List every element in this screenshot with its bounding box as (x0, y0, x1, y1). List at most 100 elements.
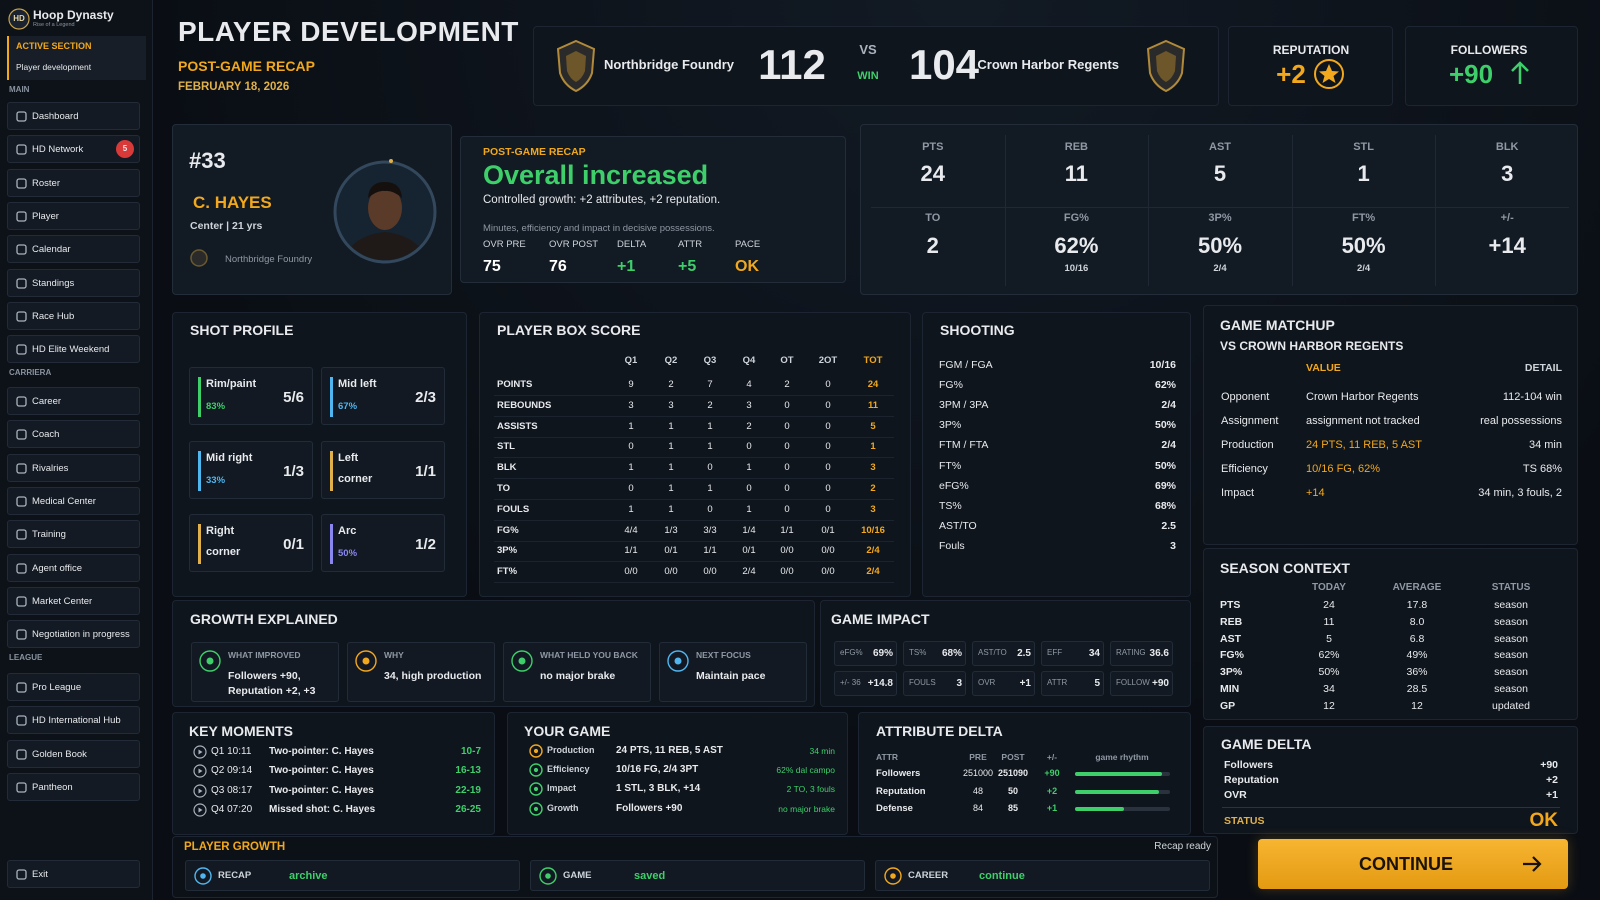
nav-item[interactable]: HD International Hub (7, 706, 140, 735)
growth-card: WHAT IMPROVED Followers +90, Reputation +… (191, 642, 339, 702)
icon-part (16, 869, 27, 880)
nav-icon (16, 344, 27, 355)
nav-item[interactable]: Calendar (7, 235, 140, 264)
rhythm-bar (1075, 807, 1125, 812)
attr-delta: +1 (1046, 803, 1058, 814)
box-cell: 0 (784, 503, 790, 515)
play-icon (193, 784, 207, 798)
impact-cell: OVR +1 (972, 671, 1035, 696)
growth-step[interactable]: RECAP archive (185, 860, 520, 891)
impact-cell: ATTR 5 (1041, 671, 1104, 696)
nav-item[interactable]: Training (7, 520, 140, 549)
exit-button[interactable]: Exit (7, 860, 140, 888)
step-icon (539, 867, 557, 885)
impact-value: 5 (1094, 678, 1100, 689)
stat-label: REB (1064, 141, 1089, 153)
icon-part (884, 867, 902, 885)
nav-item[interactable]: Player (7, 201, 140, 230)
nav-item[interactable]: Agent office (7, 553, 140, 582)
box-cell: 0 (784, 462, 790, 474)
zone-name: Arc (338, 525, 357, 537)
shooting-label: eFG% (939, 479, 969, 492)
your-game-value: 10/16 FG, 2/4 3PT (616, 764, 699, 776)
nav-item[interactable]: Negotiation in progress (7, 620, 140, 649)
nav-item[interactable]: Dashboard (7, 102, 140, 130)
zone-made: 0/1 (283, 536, 304, 553)
box-cell: 10/16 (861, 524, 885, 536)
nav-item[interactable]: Golden Book (7, 739, 140, 768)
your-game-label: Production (547, 745, 595, 755)
impact-label: FOULS (909, 678, 936, 687)
icon-part (16, 715, 27, 726)
column-header: 2OT (818, 355, 838, 366)
impact-cell: TS% 68% (903, 641, 966, 666)
shooting-value: 62% (1154, 379, 1176, 392)
growth-step[interactable]: CAREER continue (875, 860, 1210, 891)
stat-value: 50% (1197, 233, 1243, 258)
box-cell: 1 (668, 462, 674, 474)
box-cell: 11 (867, 399, 879, 411)
matchup-header: VALUE (1306, 362, 1341, 374)
nav-item[interactable]: Medical Center (7, 486, 140, 515)
box-cell: 0 (746, 483, 752, 494)
box-cell: 1 (628, 420, 634, 432)
your-game-icon (529, 782, 543, 797)
nav-item[interactable]: Market Center (7, 586, 140, 615)
row-label: BLK (497, 462, 517, 474)
season-cell: season (1494, 683, 1528, 695)
zone-pct: 83% (206, 401, 226, 412)
icon-part (368, 182, 402, 198)
icon-part (16, 629, 27, 640)
nav-item[interactable]: Career (7, 387, 140, 415)
zone-made: 2/3 (415, 389, 436, 406)
shot-zone: Right corner 0/1 (189, 514, 313, 572)
nav-item[interactable]: Pro League (7, 673, 140, 701)
step-value: continue (979, 870, 1025, 882)
nav-item[interactable]: Coach (7, 420, 140, 449)
status-value: OK (1529, 810, 1559, 831)
your-game-value: 1 STL, 3 BLK, +14 (616, 783, 701, 795)
nav-icon (16, 748, 27, 760)
nav-item[interactable]: HD Elite Weekend (7, 335, 140, 364)
growth-card: WHAT HELD YOU BACK no major brake (503, 642, 651, 702)
stat-value: +14 (1488, 233, 1526, 258)
season-cell: 11 (1323, 615, 1335, 628)
divider (1435, 135, 1437, 286)
icon-part (190, 249, 208, 267)
sidebar: HD Hoop Dynasty Rise of a Legend ACTIVE SEC… (0, 0, 153, 900)
column-header: Q1 (624, 355, 638, 366)
panel-title: KEY MOMENTS (189, 723, 293, 739)
season-cell: 5 (1326, 632, 1332, 645)
shot-zone: Left corner 1/1 (321, 441, 445, 499)
box-cell: 2 (784, 379, 790, 390)
your-game-detail: no major brake (778, 803, 835, 814)
season-label: MIN (1220, 683, 1240, 695)
icon-part (194, 867, 212, 885)
icon-part (16, 682, 27, 693)
nav-item[interactable]: Roster (7, 168, 140, 197)
nav-item[interactable]: Standings (7, 268, 140, 297)
impact-cell: FOLLOW +90 (1110, 671, 1173, 696)
nav-item[interactable]: HD Network 5 (7, 135, 140, 164)
nav-item[interactable]: Pantheon (7, 772, 140, 801)
reputation-card: REPUTATION +2 (1228, 26, 1393, 106)
nav-item[interactable]: Rivalries (7, 453, 140, 482)
growth-step[interactable]: GAME saved (530, 860, 865, 891)
attr-header: +/- (1046, 752, 1058, 762)
icon-part (16, 429, 27, 440)
icon-part (16, 529, 27, 540)
icon-part (198, 807, 203, 813)
nav-item[interactable]: Race Hub (7, 301, 140, 330)
matchup-subtitle: VS CROWN HARBOR REGENTS (1220, 339, 1404, 353)
your-game-icon (529, 763, 543, 777)
matchup-value: +14 (1306, 487, 1325, 499)
continue-button[interactable]: CONTINUE (1258, 839, 1568, 889)
stat-value: 2 (926, 233, 939, 258)
matchup-detail: 34 min, 3 fouls, 2 (1478, 487, 1562, 499)
icon-part (16, 396, 27, 407)
panel-title: GAME IMPACT (831, 611, 930, 627)
attr-name: Reputation (876, 785, 926, 797)
box-cell: 1 (668, 503, 674, 515)
box-cell: 24 (867, 379, 879, 390)
stat-label: +/- (1500, 212, 1514, 224)
